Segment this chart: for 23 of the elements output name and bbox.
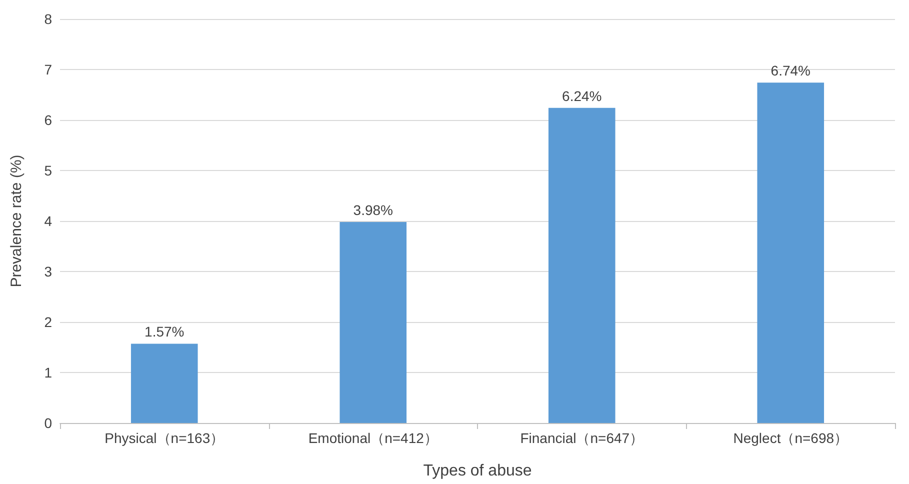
bar — [548, 108, 616, 423]
y-tick-label: 5 — [44, 162, 52, 178]
y-tick-label: 4 — [44, 213, 52, 229]
bar — [130, 344, 198, 423]
data-label: 1.57% — [144, 324, 184, 340]
bar — [340, 222, 407, 423]
x-tick-label: Physical（n=163） — [104, 430, 224, 446]
y-tick-label: 1 — [44, 364, 52, 380]
y-tick-label: 7 — [44, 62, 52, 78]
x-tick-label: Neglect（n=698） — [733, 430, 848, 446]
y-tick-label: 6 — [44, 112, 52, 128]
data-label: 3.98% — [353, 202, 393, 218]
data-label: 6.74% — [770, 62, 810, 79]
y-tick-label: 3 — [44, 264, 52, 280]
y-tick-label: 0 — [44, 415, 52, 431]
x-axis-title: Types of abuse — [423, 462, 532, 480]
x-tick-label: Financial（n=647） — [520, 430, 644, 446]
bar — [757, 82, 824, 423]
data-label: 6.24% — [562, 88, 602, 104]
x-tick-label: Emotional（n=412） — [308, 430, 438, 446]
y-tick-label: 2 — [44, 314, 52, 330]
y-axis-title: Prevalence rate (%) — [8, 154, 25, 288]
y-tick-label: 8 — [44, 11, 52, 27]
